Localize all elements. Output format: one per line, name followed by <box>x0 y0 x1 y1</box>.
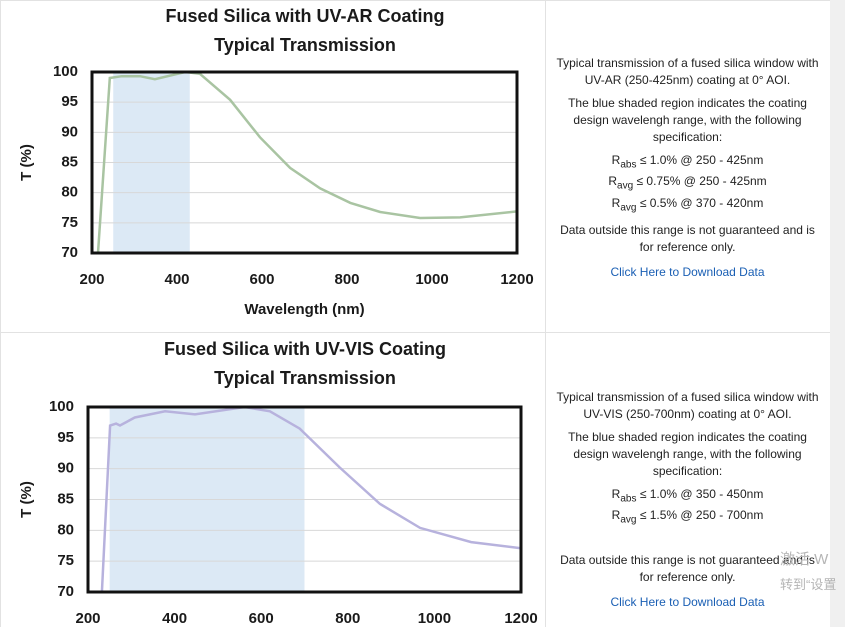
shading-text: The blue shaded region indicates the coa… <box>568 430 807 478</box>
spec: Rabs ≤ 1.0% @ 350 - 450nm <box>545 486 830 507</box>
x-tick-label: 1200 <box>504 610 537 627</box>
y-tick-label: 95 <box>57 429 74 446</box>
spec-subscript: avg <box>620 202 637 214</box>
y-tick-label: 85 <box>61 153 78 170</box>
description: Typical transmission of a fused silica w… <box>545 55 830 281</box>
x-tick-label: 600 <box>249 610 274 627</box>
spec-symbol: R <box>611 508 621 523</box>
spec: Ravg ≤ 0.5% @ 370 - 420nm <box>545 195 830 216</box>
note-text: Data outside this range is not guarantee… <box>560 552 815 584</box>
chart-title: Fused Silica with UV-VIS Coating <box>164 339 446 359</box>
plot-frame <box>86 405 523 594</box>
chart-title: Fused Silica with UV-AR Coating <box>165 6 444 26</box>
y-tick-label: 100 <box>49 398 74 415</box>
spec: Rabs ≤ 1.0% @ 250 - 425nm <box>545 152 830 173</box>
y-axis-label: T (%) <box>18 481 35 518</box>
shading-text: The blue shaded region indicates the coa… <box>568 96 807 144</box>
spec-symbol: R <box>611 487 621 501</box>
intro-text: Typical transmission of a fused silica w… <box>556 390 819 421</box>
y-tick-label: 70 <box>61 244 78 261</box>
spec-subscript: abs <box>620 493 637 505</box>
x-axis-label: Wavelength (nm) <box>244 301 364 318</box>
y-tick-label: 85 <box>57 490 74 507</box>
watermark: 激活 W <box>780 551 829 568</box>
chart-title: Typical Transmission <box>214 35 396 55</box>
spec-list: Rabs ≤ 1.0% @ 250 - 425nm Ravg ≤ 0.75% @ … <box>545 152 830 216</box>
y-tick-label: 80 <box>61 184 78 201</box>
charts: Fused Silica with UV-AR Coating Typical T… <box>18 6 538 627</box>
y-tick-label: 90 <box>57 460 74 477</box>
x-tick-label: 1200 <box>500 271 533 288</box>
y-tick-label: 70 <box>57 583 74 600</box>
download-link[interactable]: Click Here to Download Data <box>610 265 765 280</box>
scroll-area <box>830 0 845 627</box>
download-link[interactable]: Click Here to Download Data <box>610 594 765 609</box>
note-text: Data outside this range is not guarantee… <box>560 223 815 255</box>
spec-subscript: avg <box>620 514 637 526</box>
spec-text: ≤ 0.5% @ 370 - 420nm <box>639 195 764 210</box>
spec-symbol: R <box>611 153 621 167</box>
y-axis-label: T (%) <box>18 144 35 181</box>
x-tick-label: 200 <box>79 271 104 288</box>
spec-symbol: R <box>611 195 621 210</box>
data-line <box>96 70 518 254</box>
x-tick-label: 800 <box>334 271 359 288</box>
spec-text: ≤ 0.75% @ 250 - 425nm <box>636 174 767 189</box>
x-tick-label: 1000 <box>418 610 451 627</box>
chart-title: Typical Transmission <box>214 368 396 388</box>
description: Typical transmission of a fused silica w… <box>545 389 830 611</box>
x-tick-label: 800 <box>335 610 360 627</box>
x-tick-label: 200 <box>75 610 100 627</box>
spec-text: ≤ 1.0% @ 350 - 450nm <box>639 487 764 501</box>
spec-text: ≤ 1.5% @ 250 - 700nm <box>639 508 764 523</box>
spec: Ravg ≤ 1.5% @ 250 - 700nm <box>545 507 830 528</box>
y-tick-label: 100 <box>53 63 78 80</box>
spec-list: Rabs ≤ 1.0% @ 350 - 450nm Ravg ≤ 1.5% @ 2… <box>545 486 830 529</box>
x-tick-label: 400 <box>162 610 187 627</box>
spec-subscript: avg <box>617 180 634 192</box>
intro-text: Typical transmission of a fused silica w… <box>556 56 819 87</box>
spec-symbol: R <box>608 174 618 189</box>
watermark: 转到“设置 <box>780 577 837 592</box>
y-tick-label: 80 <box>57 521 74 538</box>
y-tick-label: 90 <box>61 123 78 140</box>
y-tick-label: 75 <box>61 214 78 231</box>
y-tick-label: 75 <box>57 552 74 569</box>
x-tick-label: 400 <box>164 271 189 288</box>
spec: Ravg ≤ 0.75% @ 250 - 425nm <box>545 173 830 194</box>
x-tick-label: 600 <box>249 271 274 288</box>
plot-frame <box>90 70 519 255</box>
y-tick-label: 95 <box>61 93 78 110</box>
spec-subscript: abs <box>620 159 637 171</box>
x-tick-label: 1000 <box>415 271 448 288</box>
spec-text: ≤ 1.0% @ 250 - 425nm <box>639 153 764 167</box>
